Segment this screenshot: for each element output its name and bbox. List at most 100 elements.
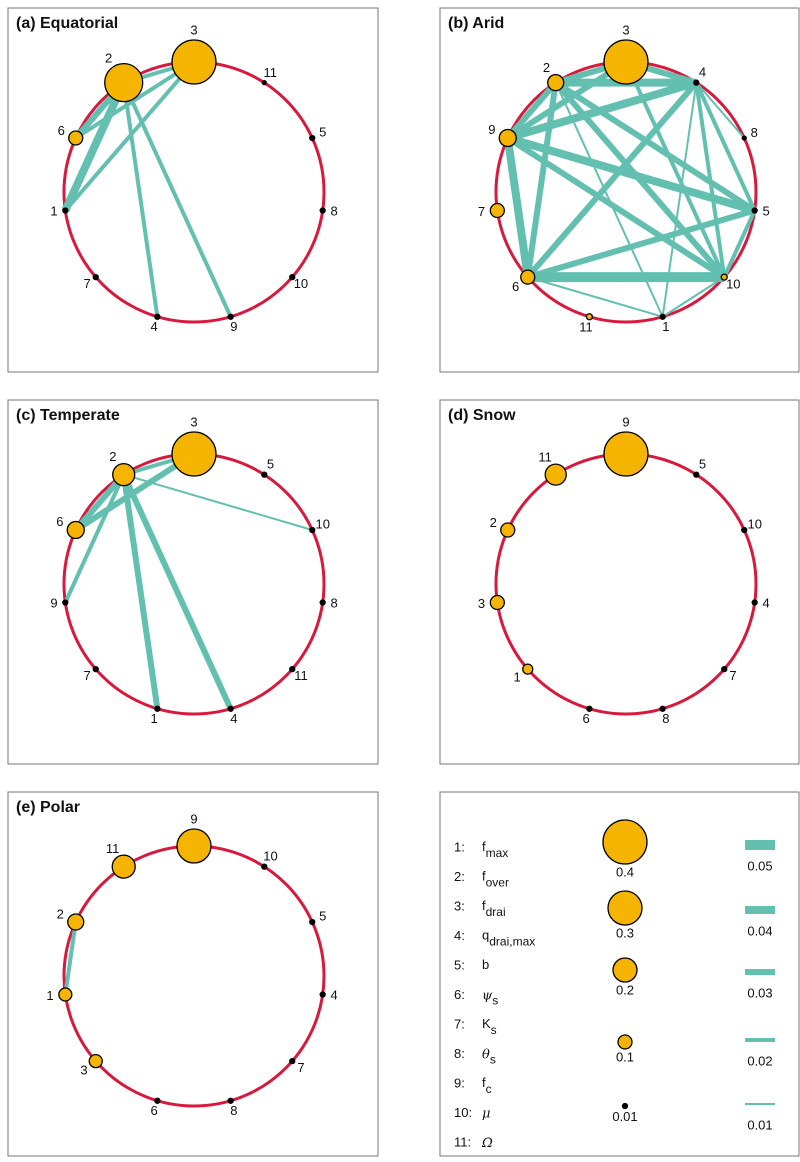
node [62, 599, 69, 606]
legend-node-label: 0.4 [616, 864, 634, 879]
node [544, 463, 567, 486]
node-label: 10 [294, 276, 308, 291]
node [585, 313, 594, 321]
node-label: 6 [583, 711, 590, 726]
node-label: 8 [330, 204, 337, 219]
node [751, 599, 758, 606]
node [171, 39, 217, 85]
node-label: 6 [151, 1103, 158, 1118]
edge [121, 81, 233, 318]
node-label: 5 [699, 456, 706, 471]
legend-edge-label: 0.02 [747, 1053, 772, 1068]
param-name: Ks [482, 1016, 497, 1037]
panel-title: (e) Polar [16, 799, 80, 816]
node-label: 1 [151, 711, 158, 726]
node [489, 202, 505, 219]
node [603, 39, 649, 85]
node-label: 8 [662, 711, 669, 726]
node [62, 207, 69, 214]
node-label: 7 [729, 668, 736, 683]
legend-node-label: 0.3 [616, 925, 634, 940]
edge [554, 80, 757, 214]
legend-edge-label: 0.01 [747, 1117, 772, 1132]
param-subscript: drai [486, 905, 506, 919]
edge [527, 276, 663, 318]
node [227, 705, 234, 712]
node-label: 5 [762, 204, 769, 219]
node-label: 2 [109, 449, 116, 464]
node [112, 462, 136, 487]
param-number: 5: [454, 957, 465, 972]
node-label: 1 [46, 988, 53, 1003]
param-symbol: f [482, 869, 486, 884]
legend-edge-label: 0.04 [747, 923, 772, 938]
param-subscript: c [486, 1082, 492, 1096]
param-name: ψs [482, 988, 498, 1008]
legend-edge-label: 0.03 [747, 985, 772, 1000]
legend-edge-label: 0.05 [747, 858, 772, 873]
node-label: 3 [622, 22, 629, 37]
node-label: 5 [319, 125, 326, 140]
node-label: 1 [662, 319, 669, 334]
node [154, 313, 161, 320]
node [522, 663, 534, 675]
edge [73, 472, 126, 532]
param-subscript: s [490, 1053, 496, 1067]
panel-title: (d) Snow [448, 407, 516, 424]
edge [505, 80, 558, 140]
node [67, 913, 85, 931]
edge [694, 81, 757, 212]
node [176, 828, 212, 864]
edge [624, 61, 727, 278]
edge [525, 80, 699, 280]
param-name: Ω [481, 1136, 493, 1151]
node-label: 3 [190, 22, 197, 37]
legend-node [602, 819, 648, 865]
node-label: 3 [190, 414, 197, 429]
node [261, 471, 268, 478]
param-name: fc [482, 1075, 492, 1096]
edge [662, 276, 725, 318]
node [58, 987, 73, 1002]
node [721, 665, 728, 673]
legend-node [621, 1102, 629, 1110]
legend-node-label: 0.01 [612, 1109, 637, 1124]
node [693, 471, 700, 478]
node-label: 11 [579, 320, 593, 335]
node-label: 4 [699, 64, 706, 79]
node [154, 1097, 161, 1104]
node-label: 5 [267, 456, 274, 471]
param-number: 2: [454, 869, 465, 884]
node-label: 4 [330, 988, 337, 1003]
node [309, 134, 316, 142]
param-number: 1: [454, 839, 465, 854]
node-label: 8 [751, 125, 758, 140]
edge [121, 82, 160, 318]
panel-frame [7, 7, 379, 373]
node-label: 9 [488, 122, 495, 137]
param-symbol: f [482, 898, 486, 913]
panel-title: (b) Arid [448, 15, 504, 32]
edge [120, 473, 234, 710]
node [319, 207, 326, 214]
panel-frame [7, 399, 379, 765]
edge [722, 209, 757, 278]
legend-edge [745, 1103, 775, 1105]
node [741, 135, 747, 141]
edge [506, 135, 726, 280]
node-label: 7 [297, 1060, 304, 1075]
edge [63, 921, 78, 995]
panel: (a) Equatorial 3 11 5 8 10 9 4 7 1 6 2 [7, 7, 379, 373]
panel-frame [439, 7, 800, 373]
param-name: fover [482, 869, 509, 890]
node [261, 79, 267, 86]
edge [554, 82, 664, 318]
node-label: 8 [330, 596, 337, 611]
edge [63, 473, 126, 604]
ring [62, 60, 326, 324]
param-number: 10: [454, 1105, 472, 1120]
edge [120, 474, 161, 710]
node-label: 9 [230, 319, 237, 334]
